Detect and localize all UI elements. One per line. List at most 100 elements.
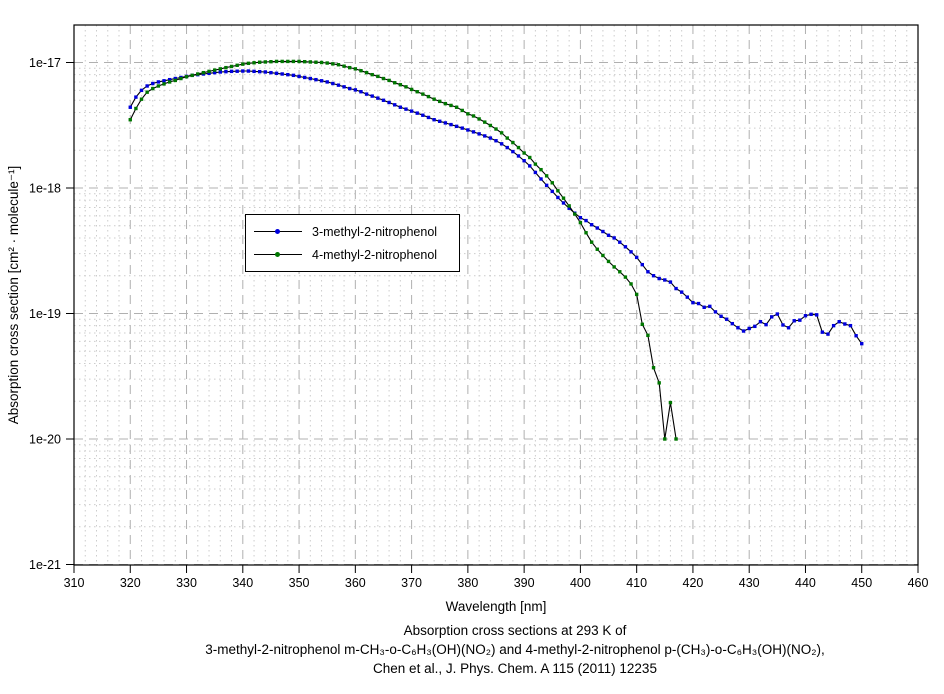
series-marker-1 [770, 315, 774, 319]
series-marker-1 [854, 334, 858, 338]
series-marker-1 [483, 134, 487, 138]
series-marker-2 [539, 167, 543, 172]
series-marker-2 [443, 101, 448, 106]
series-marker-2 [331, 62, 335, 66]
series-marker-2 [629, 282, 633, 286]
series-marker-1 [736, 326, 740, 330]
series-marker-1 [342, 85, 346, 89]
series-marker-2 [516, 145, 521, 150]
series-marker-2 [291, 59, 296, 64]
y-tick-label: 1e-21 [29, 558, 61, 572]
series-marker-1 [713, 310, 718, 314]
series-marker-1 [696, 301, 701, 306]
series-marker-2 [229, 64, 234, 69]
x-tick-label: 310 [64, 576, 85, 590]
series-marker-1 [730, 321, 735, 326]
series-marker-1 [241, 69, 245, 73]
series-marker-1 [409, 109, 414, 113]
series-marker-1 [556, 195, 560, 200]
series-marker-2 [274, 59, 279, 64]
series-marker-2 [387, 78, 391, 83]
series-marker-1 [421, 113, 425, 117]
series-marker-1 [449, 122, 453, 127]
series-marker-1 [781, 323, 785, 327]
y-tick-label: 1e-17 [29, 56, 61, 70]
series-marker-1 [415, 111, 419, 115]
series-marker-1 [668, 280, 673, 284]
series-marker-1 [398, 105, 403, 109]
x-tick-label: 430 [739, 576, 760, 590]
series-marker-2 [460, 108, 464, 113]
series-marker-1 [297, 74, 301, 79]
series-marker-2 [398, 83, 403, 87]
series-marker-1 [826, 332, 830, 336]
series-marker-1 [364, 92, 369, 96]
series-marker-2 [353, 67, 358, 71]
series-marker-2 [348, 65, 352, 70]
series-marker-2 [370, 72, 374, 77]
series-marker-2 [674, 437, 678, 441]
series-marker-1 [674, 286, 678, 291]
series-marker-1 [623, 245, 628, 249]
series-marker-2 [533, 162, 538, 166]
series-marker-1 [663, 278, 667, 282]
series-marker-2 [505, 136, 509, 140]
series-marker-1 [589, 222, 594, 227]
series-marker-1 [848, 323, 853, 328]
series-marker-1 [651, 274, 656, 278]
series-marker-1 [809, 312, 813, 317]
series-marker-1 [291, 73, 296, 78]
series-marker-1 [280, 72, 284, 76]
series-marker-2 [556, 189, 560, 193]
series-marker-1 [207, 71, 211, 76]
series-marker-1 [595, 226, 599, 230]
x-tick-label: 380 [457, 576, 478, 590]
series-marker-1 [128, 105, 132, 109]
series-marker-1 [578, 215, 583, 220]
series-marker-1 [302, 75, 307, 80]
series-marker-1 [139, 88, 144, 93]
series-marker-2 [235, 63, 239, 67]
series-marker-1 [443, 121, 448, 125]
legend-entry: 3-methyl-2-nitrophenol [254, 220, 453, 243]
series-marker-1 [634, 255, 639, 260]
series-marker-2 [162, 82, 166, 86]
series-marker-2 [128, 118, 132, 122]
series-marker-1 [269, 70, 273, 75]
series-marker-1 [629, 250, 633, 254]
series-marker-2 [297, 59, 301, 64]
series-marker-1 [505, 145, 509, 150]
caption-line-1: Absorption cross sections at 293 K of [403, 623, 627, 638]
series-marker-2 [184, 75, 189, 79]
series-marker-2 [241, 62, 245, 66]
series-marker-1 [646, 270, 650, 274]
series-marker-1 [353, 88, 358, 92]
series-marker-1 [212, 70, 217, 75]
series-marker-2 [483, 120, 487, 124]
series-marker-1 [792, 319, 796, 323]
series-marker-1 [702, 305, 706, 310]
series-marker-1 [550, 189, 554, 194]
series-marker-1 [381, 98, 386, 102]
series-marker-2 [651, 365, 656, 370]
series-marker-1 [528, 164, 532, 168]
x-tick-label: 360 [345, 576, 366, 590]
series-marker-1 [494, 139, 498, 143]
legend-marker-swatch [254, 227, 302, 236]
legend-label: 4-methyl-2-nitrophenol [312, 247, 438, 262]
series-marker-1 [601, 229, 605, 234]
series-marker-1 [286, 72, 290, 77]
series-marker-1 [753, 324, 757, 329]
series-marker-1 [522, 159, 526, 163]
series-marker-2 [618, 270, 622, 274]
series-marker-1 [325, 80, 329, 84]
series-marker-1 [477, 132, 481, 136]
series-marker-1 [499, 142, 504, 146]
series-marker-1 [798, 318, 802, 322]
series-marker-2 [252, 61, 256, 65]
x-tick-label: 320 [120, 576, 141, 590]
series-marker-2 [494, 127, 498, 131]
series-marker-1 [156, 80, 161, 84]
series-marker-2 [319, 60, 324, 65]
series-marker-2 [438, 99, 442, 104]
